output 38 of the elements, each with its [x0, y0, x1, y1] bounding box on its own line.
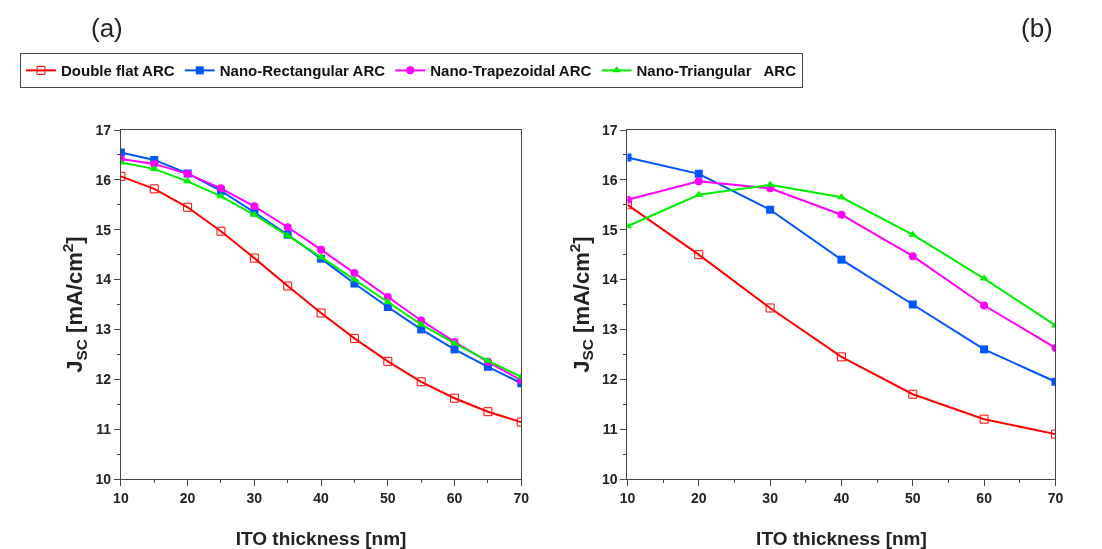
x-tick-label: 60	[976, 489, 993, 506]
x-axis-title: ITO thickness [nm]	[235, 528, 407, 549]
x-axis-title: ITO thickness [nm]	[756, 528, 927, 549]
y-tick-label: 14	[95, 271, 112, 288]
legend-label: Double flat ARC	[61, 62, 175, 80]
x-tick-label: 30	[246, 489, 263, 506]
y-tick-label: 10	[95, 470, 112, 487]
y-tick-label: 13	[602, 321, 618, 338]
x-tick-label: 10	[619, 489, 636, 506]
x-tick-label: 50	[380, 489, 396, 506]
x-tick-label: 10	[113, 489, 129, 506]
y-tick-label: 11	[96, 421, 112, 438]
y-tick-label: 15	[95, 221, 112, 238]
legend-label: Nano-Trapezoidal ARC	[430, 62, 592, 80]
x-tick-label: 40	[833, 489, 850, 506]
y-tick-label: 15	[602, 221, 618, 238]
y-tick-label: 17	[602, 121, 618, 138]
x-tick-label: 50	[904, 489, 921, 506]
y-tick-label: 17	[95, 121, 112, 138]
legend-label: Nano-Rectangular ARC	[219, 62, 386, 80]
legend-label: Nano-Triangular ARC	[636, 62, 797, 80]
x-tick-label: 70	[1047, 489, 1064, 506]
chart-title: (b)	[1021, 13, 1053, 43]
y-tick-label: 13	[95, 321, 112, 338]
x-tick-label: 70	[513, 489, 530, 506]
y-tick-label: 10	[602, 470, 618, 487]
y-tick-label: 16	[602, 171, 618, 188]
x-tick-label: 60	[446, 489, 463, 506]
y-tick-label: 16	[95, 171, 112, 188]
x-tick-label: 40	[313, 489, 330, 506]
y-tick-label: 11	[602, 421, 618, 438]
x-tick-label: 20	[691, 489, 707, 506]
y-tick-label: 12	[602, 371, 618, 388]
x-tick-label: 20	[179, 489, 196, 506]
y-tick-label: 12	[95, 371, 112, 388]
chart-title: (a)	[91, 13, 123, 43]
x-tick-label: 30	[762, 489, 779, 506]
y-tick-label: 14	[602, 271, 618, 288]
